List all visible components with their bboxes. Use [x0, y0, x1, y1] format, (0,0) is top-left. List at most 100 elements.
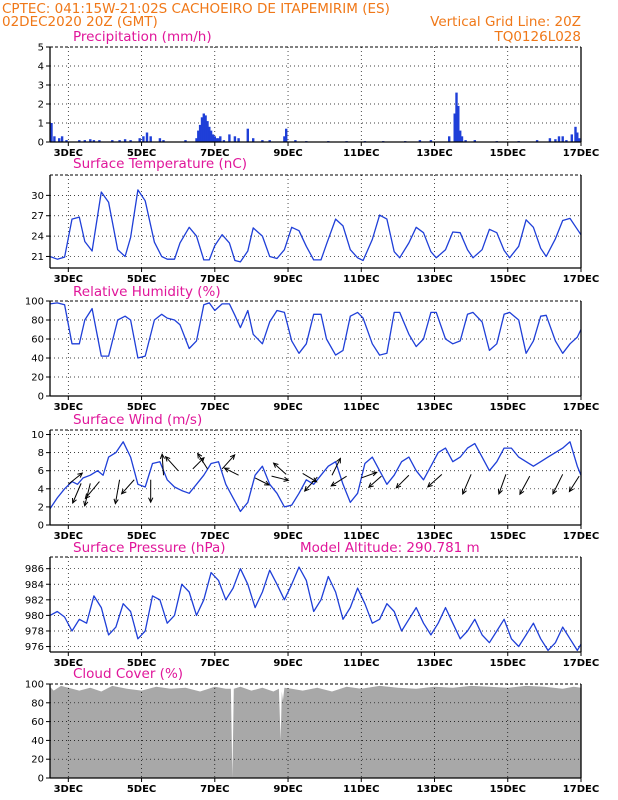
precip-bar [198, 124, 202, 142]
header-model-code: TQ0126L028 [493, 29, 581, 45]
humidity-ytick-label: 80 [31, 316, 44, 327]
precipitation-xtick-label: 5DEC [127, 148, 156, 159]
wind-arrow [161, 454, 165, 476]
precip-bar [268, 140, 271, 142]
wind-ytick-label: 2 [38, 502, 44, 513]
temperature-xtick-label: 15DEC [490, 274, 526, 285]
wind-arrow-head [367, 482, 374, 489]
cloud-cover-xtick-label: 5DEC [127, 784, 156, 795]
wind-arrow [519, 475, 531, 495]
cloud-cover-ytick-label: 40 [31, 736, 44, 747]
humidity-panel: 0 20 40 60 80 100 3DEC 5DEC 7DEC 9DEC 11DEC 13DEC 15… [25, 284, 599, 413]
humidity-ytick-label: 60 [31, 335, 44, 346]
wind-arrow [368, 475, 382, 488]
wind-ytick-label: 0 [38, 521, 44, 532]
wind-arrow-head [229, 454, 236, 460]
precip-bar [557, 136, 561, 142]
pressure-xtick-label: 13DEC [416, 658, 452, 669]
pressure-ytick-label: 986 [25, 564, 44, 575]
wind-arrow-head [159, 453, 166, 460]
precip-bar [570, 134, 573, 142]
wind-arrow-head [164, 455, 171, 462]
cloud-cover-ytick-label: 60 [31, 717, 44, 728]
humidity-xtick-label: 3DEC [54, 402, 83, 413]
wind-arrow-head [84, 493, 91, 500]
wind-panel: 0 2 4 6 8 10 3DEC 5DEC 7DEC 9DEC 11DEC 13DEC 15DEC 17… [31, 412, 599, 542]
temperature-title: Surface Temperature (nC) [73, 156, 247, 172]
wind-arrow-head [72, 497, 77, 505]
precipitation-ytick-label: 1 [38, 119, 44, 130]
cloud-cover-xtick-label: 15DEC [490, 784, 526, 795]
precipitation-xtick-label: 15DEC [490, 148, 526, 159]
wind-arrow [67, 472, 83, 485]
wind-arrow-head [83, 500, 89, 507]
cloud-cover-ytick-label: 20 [31, 755, 44, 766]
precip-bar [65, 140, 68, 142]
precip-bar [149, 136, 152, 142]
precip-bar [206, 121, 209, 142]
wind-arrow [72, 483, 82, 504]
wind-arrow [273, 462, 287, 475]
header-grid-note: Vertical Grid Line: 20Z [430, 14, 581, 30]
wind-arrow [331, 458, 341, 476]
precip-bar [535, 140, 539, 142]
wind-arrow-head [395, 482, 402, 489]
header-location: CPTEC: 041:15W-21:02S CACHOEIRO DE ITAPE… [2, 1, 390, 17]
cloud-cover-xtick-label: 13DEC [416, 784, 452, 795]
pressure-xtick-label: 9DEC [273, 658, 302, 669]
wind-arrow [271, 475, 289, 481]
precip-bar [294, 140, 297, 142]
pressure-line [49, 566, 582, 652]
precip-bar [233, 136, 237, 142]
precip-bar [145, 132, 149, 142]
precip-bar [142, 136, 145, 142]
precip-bar [92, 140, 96, 142]
wind-xtick-label: 3DEC [54, 531, 83, 542]
precip-bar [60, 136, 64, 142]
wind-arrow [221, 454, 236, 470]
precip-bar [202, 113, 205, 142]
precip-bar [215, 138, 218, 142]
precip-bar [574, 126, 577, 142]
precipitation-xtick-label: 3DEC [54, 148, 83, 159]
precip-bar [89, 139, 92, 142]
precip-bar [261, 140, 264, 142]
precip-bar [98, 140, 101, 142]
precip-bar [453, 113, 456, 142]
precip-bar [285, 128, 288, 142]
wind-arrow-head [519, 489, 525, 496]
precip-bar [457, 105, 460, 142]
wind-arrow [121, 479, 135, 495]
wind-xtick-label: 17DEC [563, 531, 599, 542]
precipitation-title: Precipitation (mm/h) [73, 29, 212, 45]
precip-bar [123, 139, 127, 142]
precip-bar [78, 140, 81, 142]
precip-bar [184, 140, 187, 142]
wind-ytick-label: 6 [38, 466, 44, 477]
humidity-xtick-label: 13DEC [416, 402, 452, 413]
temperature-xtick-label: 9DEC [273, 274, 302, 285]
precip-bar [197, 130, 200, 142]
precip-bar [283, 136, 286, 142]
humidity-title: Relative Humidity (%) [73, 284, 221, 300]
precipitation-xtick-label: 11DEC [343, 148, 379, 159]
precip-bar [53, 136, 56, 142]
precip-bar [464, 140, 467, 142]
wind-line [49, 441, 582, 513]
precip-bar [246, 128, 249, 142]
precip-bar [222, 140, 226, 142]
wind-arrow [552, 474, 564, 495]
wind-arrow [197, 453, 208, 470]
cloud-cover-xtick-label: 9DEC [273, 784, 302, 795]
precip-bar [576, 132, 579, 142]
precip-bar [138, 138, 141, 142]
wind-arrow-head [330, 481, 337, 487]
wind-arrow [498, 474, 507, 495]
humidity-ytick-label: 40 [31, 354, 44, 365]
cloud-cover-ytick-label: 100 [25, 680, 44, 691]
wind-ytick-label: 10 [31, 430, 44, 441]
cloud-cover-panel: 0 20 40 60 80 100 3DEC 5DEC 7DEC 9DEC 11DEC 13DEC 15… [25, 666, 599, 795]
precip-bar [162, 140, 165, 142]
pressure-ytick-label: 980 [25, 611, 44, 622]
temperature-xtick-label: 7DEC [200, 274, 229, 285]
